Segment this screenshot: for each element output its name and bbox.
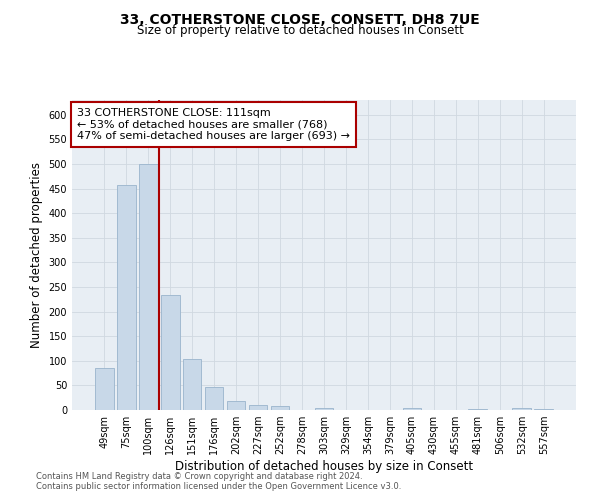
Text: Contains public sector information licensed under the Open Government Licence v3: Contains public sector information licen… xyxy=(36,482,401,491)
Bar xyxy=(95,368,113,410)
Bar xyxy=(314,408,334,410)
X-axis label: Distribution of detached houses by size in Consett: Distribution of detached houses by size … xyxy=(175,460,473,473)
Bar xyxy=(469,408,487,410)
Bar xyxy=(227,400,245,410)
Bar xyxy=(249,404,268,410)
Bar xyxy=(271,406,289,410)
Bar xyxy=(535,408,553,410)
Text: Size of property relative to detached houses in Consett: Size of property relative to detached ho… xyxy=(137,24,463,37)
Text: Contains HM Land Registry data © Crown copyright and database right 2024.: Contains HM Land Registry data © Crown c… xyxy=(36,472,362,481)
Text: 33 COTHERSTONE CLOSE: 111sqm
← 53% of detached houses are smaller (768)
47% of s: 33 COTHERSTONE CLOSE: 111sqm ← 53% of de… xyxy=(77,108,350,141)
Text: 33, COTHERSTONE CLOSE, CONSETT, DH8 7UE: 33, COTHERSTONE CLOSE, CONSETT, DH8 7UE xyxy=(120,12,480,26)
Bar xyxy=(183,360,202,410)
Bar xyxy=(161,296,179,410)
Bar xyxy=(512,408,531,410)
Bar xyxy=(139,164,158,410)
Bar xyxy=(205,388,223,410)
Bar xyxy=(117,185,136,410)
Y-axis label: Number of detached properties: Number of detached properties xyxy=(30,162,43,348)
Bar xyxy=(403,408,421,410)
